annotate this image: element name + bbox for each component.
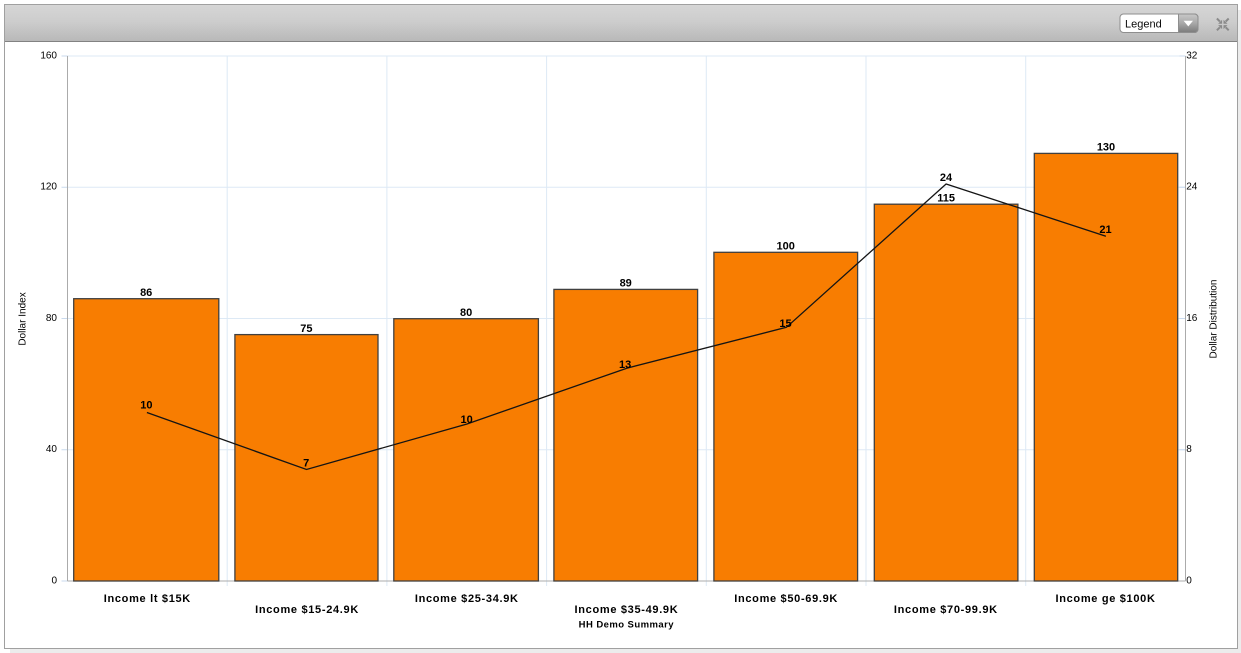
svg-text:130: 130 (1097, 142, 1115, 154)
svg-text:21: 21 (1099, 224, 1111, 236)
svg-text:Income $25-34.9K: Income $25-34.9K (415, 593, 519, 605)
svg-text:Income lt $15K: Income lt $15K (104, 593, 191, 605)
svg-text:HH Demo Summary: HH Demo Summary (579, 620, 675, 631)
svg-text:Dollar Index: Dollar Index (17, 292, 28, 345)
svg-text:89: 89 (620, 278, 632, 290)
svg-text:115: 115 (937, 192, 955, 204)
svg-text:Income $50-69.9K: Income $50-69.9K (734, 593, 838, 605)
svg-text:40: 40 (46, 444, 58, 455)
svg-text:Income ge $100K: Income ge $100K (1056, 593, 1156, 605)
svg-text:Dollar Distribution: Dollar Distribution (1209, 280, 1220, 359)
svg-text:8: 8 (1186, 444, 1192, 455)
svg-text:0: 0 (51, 576, 57, 587)
svg-text:86: 86 (140, 287, 152, 299)
svg-text:Income $35-49.9K: Income $35-49.9K (575, 604, 679, 616)
svg-text:24: 24 (940, 172, 953, 184)
svg-text:0: 0 (1186, 576, 1192, 587)
svg-text:100: 100 (777, 241, 795, 253)
svg-text:Legend: Legend (1125, 19, 1162, 31)
svg-text:24: 24 (1186, 182, 1198, 193)
svg-text:Income $70-99.9K: Income $70-99.9K (894, 604, 998, 616)
svg-text:80: 80 (46, 313, 58, 324)
svg-text:32: 32 (1186, 51, 1198, 62)
svg-text:160: 160 (40, 51, 57, 62)
svg-text:75: 75 (300, 323, 312, 335)
svg-text:16: 16 (1186, 313, 1198, 324)
svg-text:10: 10 (460, 414, 472, 426)
svg-text:13: 13 (619, 359, 631, 371)
svg-text:10: 10 (140, 400, 152, 412)
svg-text:15: 15 (779, 318, 791, 330)
svg-text:Income $15-24.9K: Income $15-24.9K (255, 604, 359, 616)
svg-text:80: 80 (460, 307, 472, 319)
svg-text:7: 7 (303, 457, 309, 469)
svg-text:120: 120 (40, 182, 57, 193)
